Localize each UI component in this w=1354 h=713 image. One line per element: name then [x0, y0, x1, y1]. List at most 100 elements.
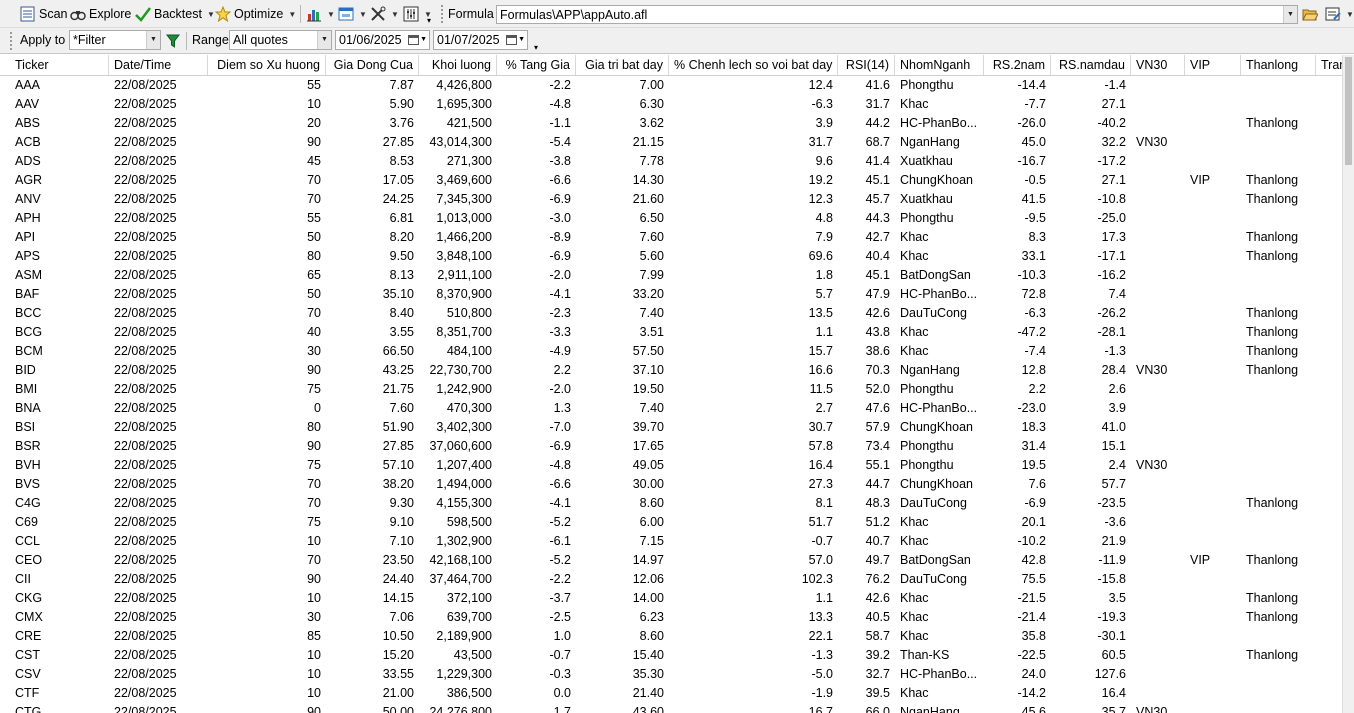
chevron-down-icon[interactable]: ▼ — [424, 9, 432, 19]
scrollbar-thumb[interactable] — [1345, 57, 1352, 165]
toolbar-grip[interactable] — [441, 5, 445, 23]
table-cell: 22/08/2025 — [114, 287, 177, 301]
table-cell: 41.4 — [865, 154, 890, 168]
table-row[interactable]: CMX 22/08/2025 30 7.06 639,700 -2.5 6.23 13.3 40… — [0, 608, 1342, 627]
table-cell: 14.30 — [632, 173, 664, 187]
table-row[interactable]: API 22/08/2025 50 8.20 1,466,200 -8.9 7.60 7.9 4… — [0, 228, 1342, 247]
table-row[interactable]: BVS 22/08/2025 70 38.20 1,494,000 -6.6 30.00 27… — [0, 475, 1342, 494]
table-cell — [1241, 285, 1316, 304]
column-header[interactable]: VIP — [1185, 55, 1241, 75]
chevron-down-icon[interactable]: ▼ — [288, 9, 297, 19]
column-header[interactable]: VN30 — [1131, 55, 1185, 75]
chevron-down-icon[interactable]: ▼ — [1346, 9, 1354, 19]
apply-to-combo[interactable]: *Filter ▼ — [69, 30, 161, 50]
table-cell: 41.0 — [1101, 420, 1126, 434]
backtest-button[interactable]: Backtest ▼ — [135, 4, 215, 24]
table-row[interactable]: BCC 22/08/2025 70 8.40 510,800 -2.3 7.40 13.5 42… — [0, 304, 1342, 323]
column-header[interactable]: Diem so Xu huong — [208, 55, 326, 75]
table-cell — [1131, 380, 1185, 399]
table-row[interactable]: AGR 22/08/2025 70 17.05 3,469,600 -6.6 14.30 19… — [0, 171, 1342, 190]
table-cell: 38.20 — [382, 477, 414, 491]
table-cell: -5.2 — [549, 515, 571, 529]
parameters-button[interactable]: ▼ — [403, 4, 432, 24]
formula-combo[interactable]: Formulas\APP\appAuto.afl ▼ — [496, 5, 1298, 24]
table-row[interactable]: BMI 22/08/2025 75 21.75 1,242,900 -2.0 19.50 11… — [0, 380, 1342, 399]
table-row[interactable]: BVH 22/08/2025 75 57.10 1,207,400 -4.8 49.05 16… — [0, 456, 1342, 475]
results-grid[interactable]: Ticker Date/Time Diem so Xu huong Gia Dong … — [0, 55, 1342, 713]
table-row[interactable]: CCL 22/08/2025 10 7.10 1,302,900 -6.1 7.15 -0.7… — [0, 532, 1342, 551]
table-cell: 21.9 — [1101, 534, 1126, 548]
table-row[interactable]: BSI 22/08/2025 80 51.90 3,402,300 -7.0 39.70 30… — [0, 418, 1342, 437]
table-cell: 2.4 — [1108, 458, 1126, 472]
scan-button[interactable]: Scan — [20, 4, 68, 24]
table-cell: 43,014,300 — [429, 135, 492, 149]
table-row[interactable]: BSR 22/08/2025 90 27.85 37,060,600 -6.9 17.65 5… — [0, 437, 1342, 456]
table-row[interactable]: AAV 22/08/2025 10 5.90 1,695,300 -4.8 6.30 -6.3… — [0, 95, 1342, 114]
column-header[interactable]: Date/Time — [109, 55, 208, 75]
table-row[interactable]: C69 22/08/2025 75 9.10 598,500 -5.2 6.00 51.7 51… — [0, 513, 1342, 532]
column-header[interactable]: % Tang Gia — [497, 55, 576, 75]
report-charts-button[interactable]: ▼ — [306, 4, 335, 24]
chevron-down-icon[interactable]: ▼ — [359, 9, 367, 19]
table-row[interactable]: BAF 22/08/2025 50 35.10 8,370,900 -4.1 33.20 5.… — [0, 285, 1342, 304]
table-row[interactable]: BNA 22/08/2025 0 7.60 470,300 1.3 7.40 2.7 47.6 H… — [0, 399, 1342, 418]
from-date-picker[interactable]: 01/06/2025 ▼ — [335, 30, 430, 50]
chevron-down-icon[interactable]: ▼ — [317, 31, 331, 49]
table-row[interactable]: BID 22/08/2025 90 43.25 22,730,700 2.2 37.10 16… — [0, 361, 1342, 380]
table-row[interactable]: CTF 22/08/2025 10 21.00 386,500 0.0 21.40 -1.9 3… — [0, 684, 1342, 703]
table-row[interactable]: ASM 22/08/2025 65 8.13 2,911,100 -2.0 7.99 1.8 4… — [0, 266, 1342, 285]
table-row[interactable]: BCG 22/08/2025 40 3.55 8,351,700 -3.3 3.51 1.1 4… — [0, 323, 1342, 342]
calendar-icon[interactable]: ▼ — [408, 32, 427, 47]
column-header[interactable]: RS.2nam — [984, 55, 1051, 75]
table-row[interactable]: CSV 22/08/2025 10 33.55 1,229,300 -0.3 35.30 -5… — [0, 665, 1342, 684]
explore-button[interactable]: Explore — [70, 4, 131, 24]
table-cell: 22/08/2025 — [114, 629, 177, 643]
table-row[interactable]: APH 22/08/2025 55 6.81 1,013,000 -3.0 6.50 4.8 4… — [0, 209, 1342, 228]
table-row[interactable]: ANV 22/08/2025 70 24.25 7,345,300 -6.9 21.60 12… — [0, 190, 1342, 209]
column-header[interactable]: Khoi luong — [419, 55, 497, 75]
calendar-icon[interactable]: ▼ — [506, 32, 525, 47]
table-cell: 22/08/2025 — [114, 477, 177, 491]
column-header[interactable]: RSI(14) — [838, 55, 895, 75]
column-header[interactable]: RS.namdau — [1051, 55, 1131, 75]
column-header[interactable]: NhomNganh — [895, 55, 984, 75]
toolbar-overflow-icon[interactable]: ▾ — [427, 15, 432, 25]
show-arrows-button[interactable]: ▼ — [338, 4, 367, 24]
table-row[interactable]: ABS 22/08/2025 20 3.76 421,500 -1.1 3.62 3.9 44.… — [0, 114, 1342, 133]
edit-formula-button[interactable]: ▼ — [1325, 4, 1354, 24]
table-row[interactable]: APS 22/08/2025 80 9.50 3,848,100 -6.9 5.60 69.6… — [0, 247, 1342, 266]
chevron-down-icon[interactable]: ▼ — [1283, 6, 1297, 23]
column-header[interactable]: Thanlong — [1241, 55, 1316, 75]
table-cell: Thanlong — [1246, 363, 1299, 377]
settings-button[interactable]: ▼ — [370, 4, 399, 24]
range-combo[interactable]: All quotes ▼ — [229, 30, 332, 50]
open-formula-button[interactable] — [1302, 4, 1319, 24]
chevron-down-icon[interactable]: ▼ — [327, 9, 335, 19]
filter-button[interactable] — [165, 31, 181, 51]
table-row[interactable]: CKG 22/08/2025 10 14.15 372,100 -3.7 14.00 1.1 4… — [0, 589, 1342, 608]
column-header[interactable]: Tran — [1316, 55, 1342, 75]
column-header[interactable]: Gia Dong Cua — [326, 55, 419, 75]
table-row[interactable]: ADS 22/08/2025 45 8.53 271,300 -3.8 7.78 9.6 41.… — [0, 152, 1342, 171]
table-row[interactable]: CST 22/08/2025 10 15.20 43,500 -0.7 15.40 -1.3 3… — [0, 646, 1342, 665]
chevron-down-icon[interactable]: ▼ — [146, 31, 160, 49]
chevron-down-icon[interactable]: ▼ — [391, 9, 399, 19]
column-header[interactable]: Ticker — [10, 55, 109, 75]
chevron-down-icon[interactable]: ▼ — [206, 9, 215, 19]
toolbar-grip[interactable] — [10, 32, 14, 50]
table-cell: 27.1 — [1101, 173, 1126, 187]
table-row[interactable]: AAA 22/08/2025 55 7.87 4,426,800 -2.2 7.00 12.4… — [0, 76, 1342, 95]
toolbar-overflow-icon[interactable]: ▾ — [534, 42, 539, 52]
column-header[interactable]: % Chenh lech so voi bat day — [669, 55, 838, 75]
table-row[interactable]: ACB 22/08/2025 90 27.85 43,014,300 -5.4 21.15 3… — [0, 133, 1342, 152]
vertical-scrollbar[interactable] — [1342, 55, 1354, 713]
column-header[interactable]: Gia tri bat day — [576, 55, 669, 75]
table-row[interactable]: C4G 22/08/2025 70 9.30 4,155,300 -4.1 8.60 8.1 4… — [0, 494, 1342, 513]
table-row[interactable]: CEO 22/08/2025 70 23.50 42,168,100 -5.2 14.97 5… — [0, 551, 1342, 570]
table-row[interactable]: CII 22/08/2025 90 24.40 37,464,700 -2.2 12.06 1… — [0, 570, 1342, 589]
optimize-button[interactable]: Optimize ▼ — [214, 4, 297, 24]
table-row[interactable]: CRE 22/08/2025 85 10.50 2,189,900 1.0 8.60 22.1… — [0, 627, 1342, 646]
to-date-picker[interactable]: 01/07/2025 ▼ — [433, 30, 528, 50]
table-row[interactable]: BCM 22/08/2025 30 66.50 484,100 -4.9 57.50 15.7… — [0, 342, 1342, 361]
table-row[interactable]: CTG 22/08/2025 90 50.00 24,276,800 1.7 43.60 16… — [0, 703, 1342, 713]
